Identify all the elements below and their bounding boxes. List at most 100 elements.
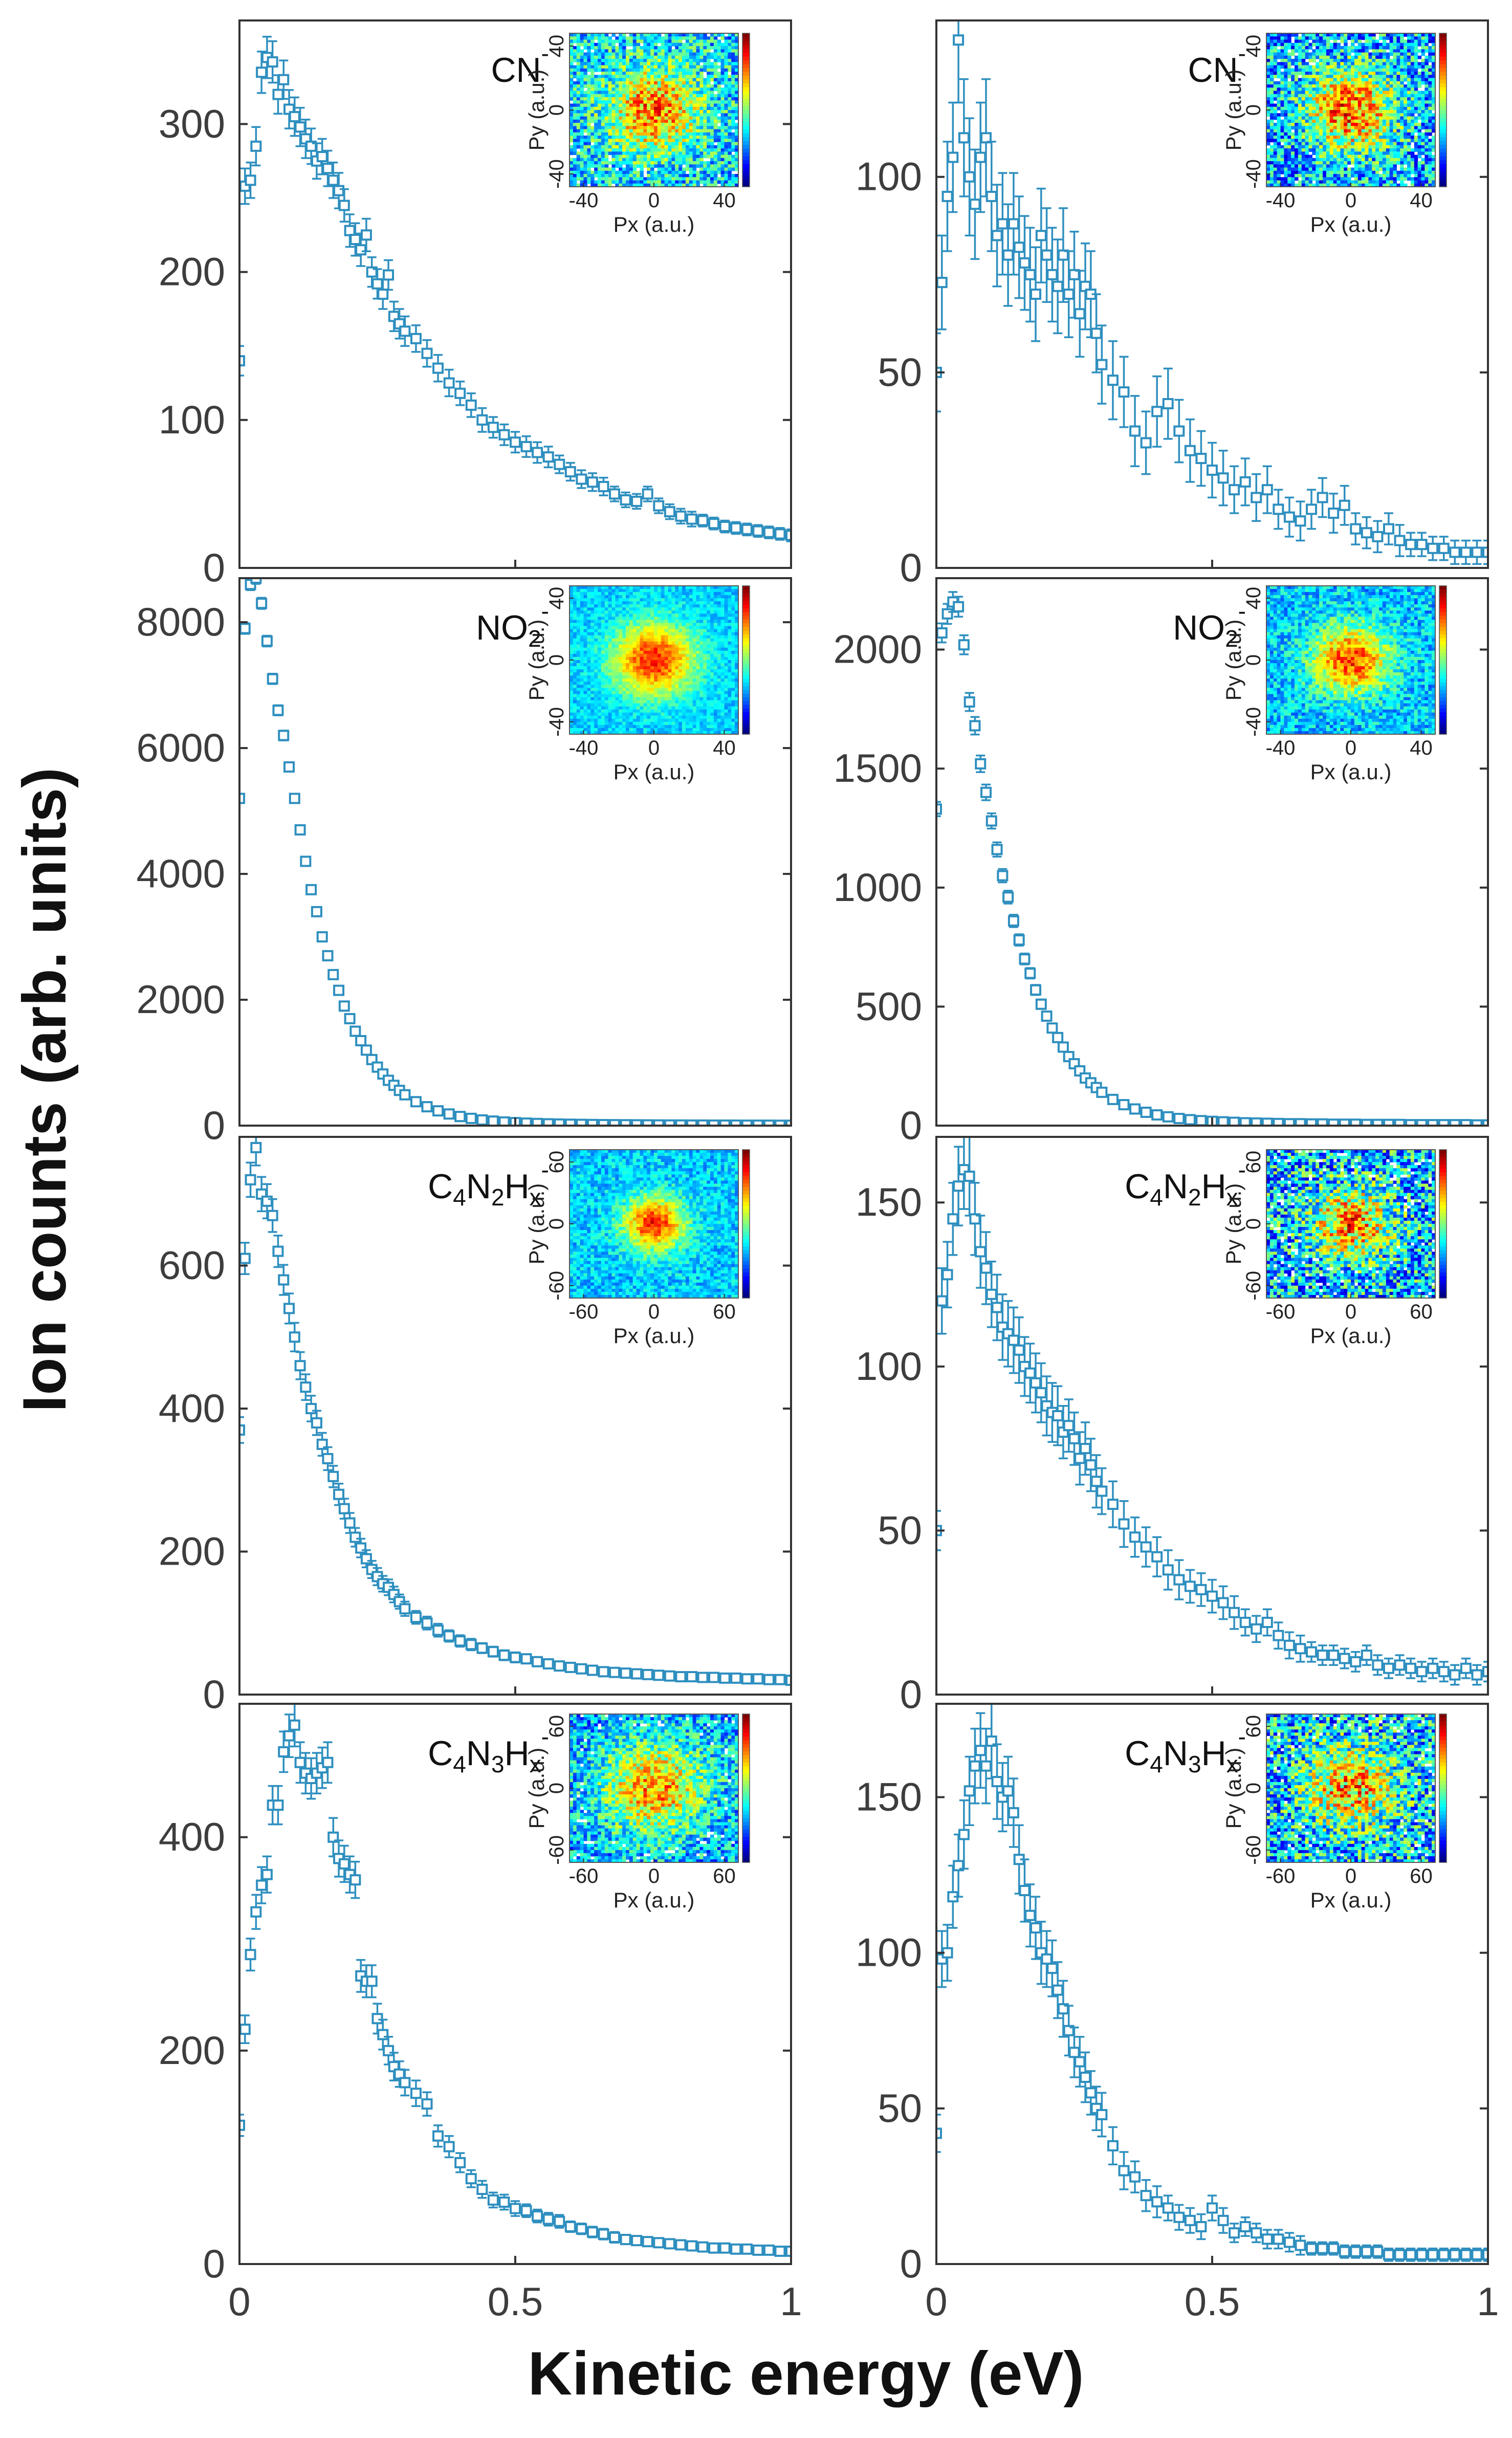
inset-pixel: [713, 75, 718, 79]
inset-pixel: [1417, 177, 1422, 181]
inset-pixel: [1389, 177, 1394, 181]
inset-pixel: [1347, 55, 1351, 59]
inset-pixel: [1393, 132, 1397, 136]
inset-pixel: [1389, 155, 1394, 159]
inset-pixel: [1329, 97, 1334, 101]
inset-pixel: [569, 84, 574, 88]
inset-pixel: [1305, 110, 1309, 114]
inset-pixel: [657, 161, 662, 165]
inset-pixel: [696, 94, 700, 98]
inset-pixel: [1351, 36, 1355, 40]
inset-pixel: [1319, 100, 1323, 104]
inset-pixel: [1305, 62, 1309, 66]
data-point: [1074, 308, 1086, 320]
inset-pixel: [1400, 65, 1404, 69]
inset-pixel: [692, 167, 697, 171]
inset-pixel: [643, 139, 647, 143]
inset-pixel: [590, 183, 595, 187]
inset-pixel: [1351, 103, 1355, 107]
inset-pixel: [1368, 42, 1372, 47]
inset-pixel: [1340, 39, 1344, 43]
inset-pixel: [1389, 46, 1394, 50]
inset-pixel: [668, 81, 672, 85]
inset-pixel: [1428, 123, 1432, 126]
inset-pixel: [668, 170, 672, 174]
inset-pixel: [685, 75, 690, 79]
inset-pixel: [1382, 164, 1387, 168]
data-point: [1195, 453, 1207, 464]
inset-pixel: [1417, 164, 1422, 168]
inset-pixel: [731, 62, 735, 66]
inset-pixel: [632, 100, 637, 104]
inset-pixel: [1284, 158, 1288, 162]
inset-pixel: [1319, 161, 1323, 165]
inset-pixel: [569, 42, 574, 47]
inset-pixel: [1393, 126, 1397, 130]
inset-pixel: [1404, 46, 1408, 50]
inset-pixel: [1273, 158, 1278, 162]
inset-pixel: [583, 180, 587, 184]
inset-pixel: [647, 132, 651, 136]
inset-pixel: [657, 132, 662, 136]
inset-pixel: [1301, 103, 1306, 107]
inset-pixel: [1375, 139, 1379, 143]
inset-pixel: [1298, 180, 1302, 184]
inset-pixel: [604, 148, 609, 152]
inset-pixel: [1393, 87, 1397, 92]
inset-pixel: [1375, 39, 1379, 43]
inset-pixel: [1379, 84, 1383, 88]
inset-pixel: [1333, 110, 1338, 114]
inset-pixel: [604, 91, 609, 95]
inset-pixel: [1336, 145, 1341, 149]
inset-pixel: [1340, 68, 1344, 72]
inset-pixel: [1393, 177, 1397, 181]
inset-pixel: [1316, 155, 1320, 159]
inset-pixel: [580, 94, 584, 98]
inset-pixel: [576, 36, 581, 40]
inset-pixel: [1295, 65, 1299, 69]
inset-pixel: [594, 52, 598, 56]
inset-pixel: [1291, 94, 1295, 98]
inset-pixel: [668, 139, 672, 143]
inset-pixel: [696, 36, 700, 40]
inset-pixel: [576, 49, 581, 53]
inset-pixel: [1354, 106, 1358, 111]
inset-pixel: [717, 84, 721, 88]
inset-pixel: [1308, 136, 1312, 139]
inset-pixel: [1417, 129, 1422, 133]
inset-pixel: [608, 46, 612, 50]
inset-pixel: [587, 126, 591, 130]
inset-pixel: [580, 81, 584, 85]
inset-pixel: [1266, 129, 1270, 133]
inset-pixel: [1347, 103, 1351, 107]
data-point: [443, 377, 455, 389]
inset-pixel: [573, 148, 577, 152]
inset-pixel: [1382, 136, 1387, 139]
inset-pixel: [654, 94, 658, 98]
inset-pixel: [1400, 136, 1404, 139]
inset-pixel: [1269, 33, 1274, 37]
inset-pixel: [1323, 97, 1327, 101]
inset-pixel: [1357, 72, 1362, 75]
inset-pixel: [622, 94, 626, 98]
inset-pixel: [1361, 65, 1366, 69]
inset-pixel: [647, 142, 651, 146]
inset-pixel: [1393, 113, 1397, 117]
inset-pixel: [1280, 84, 1284, 88]
inset-pixel: [576, 97, 581, 101]
inset-pixel: [622, 113, 626, 117]
inset-pixel: [598, 119, 602, 123]
inset-pixel: [696, 106, 700, 111]
data-point: [554, 458, 565, 470]
inset-pixel: [664, 39, 669, 43]
inset-pixel: [1372, 106, 1376, 111]
inset-pixel: [619, 33, 623, 37]
inset-pixel: [604, 145, 609, 149]
inset-pixel: [664, 49, 669, 53]
inset-pixel: [626, 113, 630, 117]
inset-pixel: [611, 110, 616, 114]
data-point: [609, 488, 621, 500]
inset-pixel: [661, 84, 665, 88]
inset-pixel: [640, 100, 644, 104]
inset-pixel: [682, 155, 686, 159]
